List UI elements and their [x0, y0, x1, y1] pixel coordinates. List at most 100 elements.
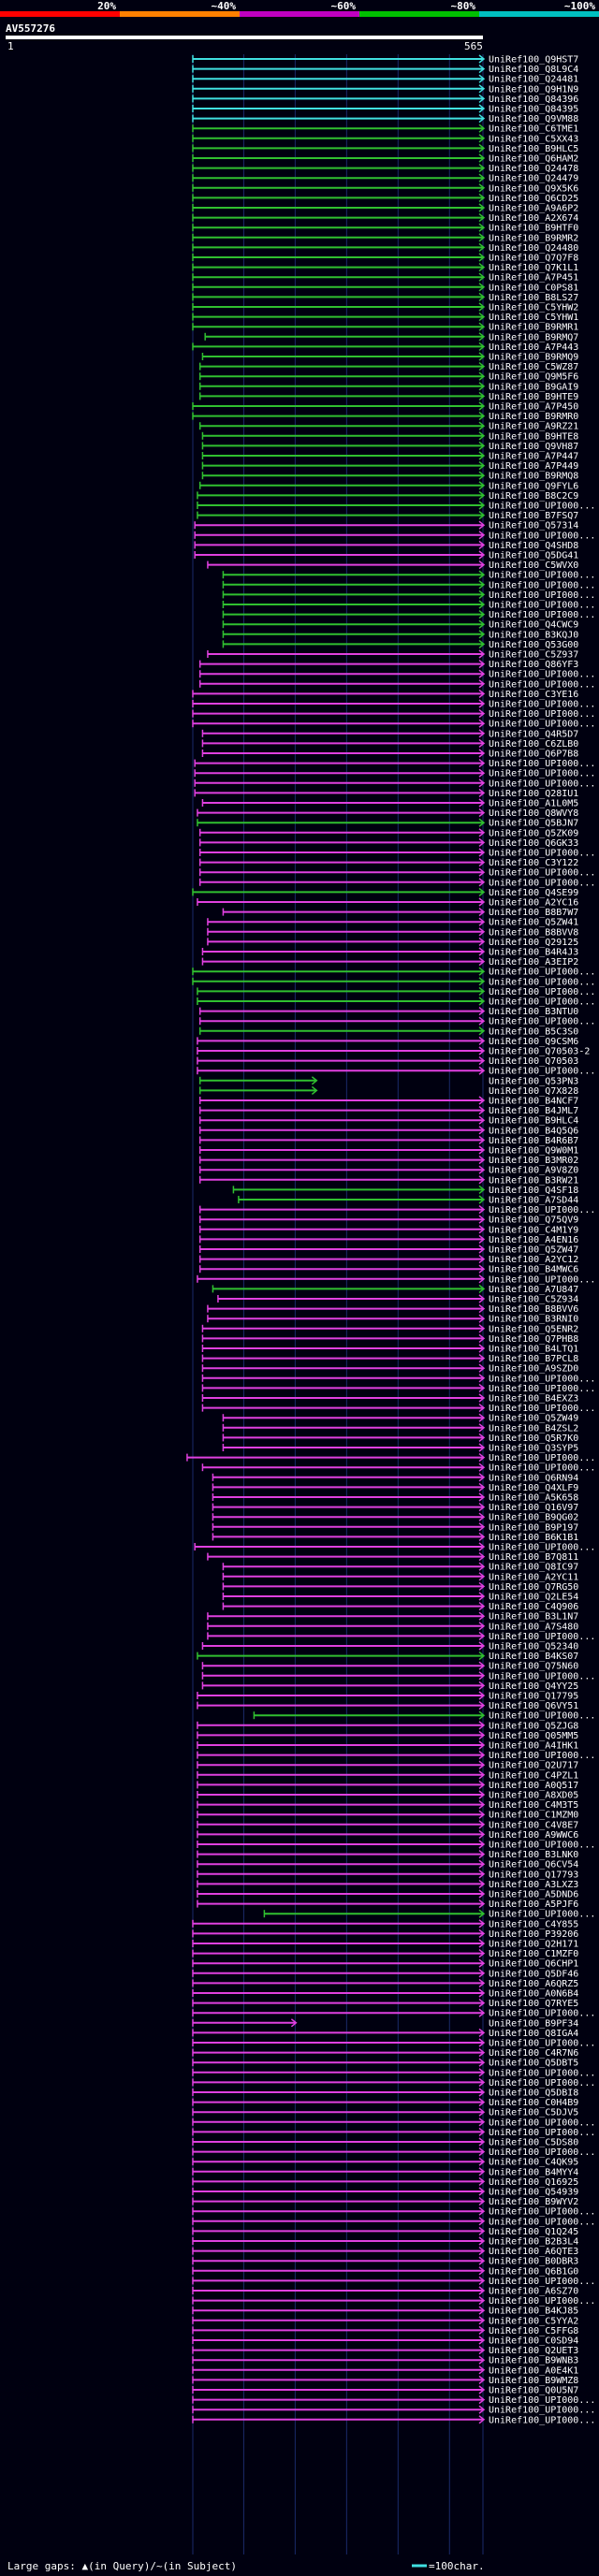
hit-label[interactable]: UniRef100_B9RMQ9: [489, 353, 578, 363]
hit-label[interactable]: UniRef100_Q5DG41: [489, 551, 578, 561]
hit-label[interactable]: UniRef100_Q2UET3: [489, 2346, 578, 2356]
hit-label[interactable]: UniRef100_A4IHK1: [489, 1741, 578, 1752]
hit-label[interactable]: UniRef100_UPI000...: [489, 1017, 595, 1027]
hit-label[interactable]: UniRef100_Q3SYP5: [489, 1444, 578, 1454]
hit-label[interactable]: UniRef100_UPI000...: [489, 502, 595, 512]
hit-label[interactable]: UniRef100_UPI000...: [489, 1374, 595, 1384]
hit-label[interactable]: UniRef100_C5YYA2: [489, 2316, 578, 2326]
hit-label[interactable]: UniRef100_Q9FYL6: [489, 481, 578, 491]
hit-label[interactable]: UniRef100_UPI000...: [489, 1205, 595, 1215]
hit-label[interactable]: UniRef100_UPI000...: [489, 679, 595, 690]
hit-label[interactable]: UniRef100_Q5ZK09: [489, 828, 578, 838]
hit-label[interactable]: UniRef100_C5DS80: [489, 2138, 578, 2148]
hit-label[interactable]: UniRef100_B8B7W7: [489, 908, 578, 918]
hit-label[interactable]: UniRef100_UPI000...: [489, 868, 595, 879]
hit-label[interactable]: UniRef100_UPI000...: [489, 2395, 595, 2406]
hit-label[interactable]: UniRef100_UPI000...: [489, 2147, 595, 2158]
hit-label[interactable]: UniRef100_Q16925: [489, 2177, 578, 2188]
hit-label[interactable]: UniRef100_B9P197: [489, 1522, 578, 1533]
hit-label[interactable]: UniRef100_UPI000...: [489, 1384, 595, 1394]
hit-label[interactable]: UniRef100_Q8WVY8: [489, 808, 578, 819]
hit-label[interactable]: UniRef100_Q5ZW47: [489, 1245, 578, 1256]
hit-label[interactable]: UniRef100_A2YC11: [489, 1572, 578, 1582]
hit-label[interactable]: UniRef100_C5FFG8: [489, 2326, 578, 2336]
hit-label[interactable]: UniRef100_Q9X5K6: [489, 183, 578, 194]
hit-label[interactable]: UniRef100_C5Z934: [489, 1295, 578, 1305]
hit-label[interactable]: UniRef100_B3MR02: [489, 1156, 578, 1166]
hit-label[interactable]: UniRef100_A7P447: [489, 452, 578, 462]
hit-label[interactable]: UniRef100_B9HTF0: [489, 224, 578, 234]
hit-label[interactable]: UniRef100_Q2U717: [489, 1761, 578, 1771]
hit-label[interactable]: UniRef100_B3KQJ0: [489, 630, 578, 640]
hit-label[interactable]: UniRef100_A6QTE3: [489, 2247, 578, 2257]
hit-label[interactable]: UniRef100_UPI000...: [489, 571, 595, 581]
hit-label[interactable]: UniRef100_Q17793: [489, 1870, 578, 1880]
hit-label[interactable]: UniRef100_B4KJ85: [489, 2307, 578, 2317]
hit-label[interactable]: UniRef100_A0Q517: [489, 1781, 578, 1791]
hit-label[interactable]: UniRef100_Q4YY25: [489, 1681, 578, 1692]
hit-label[interactable]: UniRef100_A7P450: [489, 402, 578, 413]
hit-label[interactable]: UniRef100_Q9CSM6: [489, 1037, 578, 1047]
hit-label[interactable]: UniRef100_B8BVV6: [489, 1304, 578, 1315]
hit-label[interactable]: UniRef100_UPI000...: [489, 1910, 595, 1920]
hit-label[interactable]: UniRef100_C5YHW1: [489, 313, 578, 323]
hit-label[interactable]: UniRef100_B9HTE8: [489, 431, 578, 442]
hit-label[interactable]: UniRef100_A2YC12: [489, 1255, 578, 1265]
hit-label[interactable]: UniRef100_A2X674: [489, 213, 578, 224]
hit-label[interactable]: UniRef100_B9WMZ8: [489, 2376, 578, 2386]
hit-label[interactable]: UniRef100_UPI000...: [489, 849, 595, 859]
hit-label[interactable]: UniRef100_Q9HST7: [489, 55, 578, 65]
hit-label[interactable]: UniRef100_UPI000...: [489, 997, 595, 1008]
hit-label[interactable]: UniRef100_UPI000...: [489, 2415, 595, 2425]
hit-label[interactable]: UniRef100_C1MZM0: [489, 1811, 578, 1821]
hit-label[interactable]: UniRef100_UPI000...: [489, 1404, 595, 1414]
hit-label[interactable]: UniRef100_UPI000...: [489, 2296, 595, 2307]
hit-label[interactable]: UniRef100_C5WVX0: [489, 560, 578, 571]
hit-label[interactable]: UniRef100_UPI000...: [489, 720, 595, 730]
hit-label[interactable]: UniRef100_Q84395: [489, 105, 578, 115]
hit-label[interactable]: UniRef100_Q05MM5: [489, 1731, 578, 1741]
hit-label[interactable]: UniRef100_B4LTQ1: [489, 1345, 578, 1355]
hit-label[interactable]: UniRef100_Q0U5N7: [489, 2386, 578, 2396]
hit-label[interactable]: UniRef100_Q75N60: [489, 1662, 578, 1672]
hit-label[interactable]: UniRef100_C0H4B9: [489, 2098, 578, 2108]
hit-label[interactable]: UniRef100_Q7X828: [489, 1086, 578, 1097]
hit-label[interactable]: UniRef100_B9RMR0: [489, 412, 578, 422]
hit-label[interactable]: UniRef100_A7P449: [489, 461, 578, 472]
hit-label[interactable]: UniRef100_B9HLC4: [489, 1116, 578, 1127]
hit-label[interactable]: UniRef100_Q54939: [489, 2188, 578, 2198]
hit-label[interactable]: UniRef100_Q4XLF9: [489, 1483, 578, 1493]
hit-label[interactable]: UniRef100_C5YHW2: [489, 303, 578, 313]
hit-label[interactable]: UniRef100_Q6B1G0: [489, 2266, 578, 2277]
hit-label[interactable]: UniRef100_UPI000...: [489, 977, 595, 987]
hit-label[interactable]: UniRef100_B4ZSL2: [489, 1423, 578, 1434]
hit-label[interactable]: UniRef100_UPI000...: [489, 2207, 595, 2218]
hit-label[interactable]: UniRef100_Q6HAM2: [489, 154, 578, 165]
hit-label[interactable]: UniRef100_Q4R5D7: [489, 729, 578, 739]
hit-label[interactable]: UniRef100_A6QRZ5: [489, 1979, 578, 1989]
hit-label[interactable]: UniRef100_Q1Q245: [489, 2227, 578, 2237]
hit-label[interactable]: UniRef100_Q6VY51: [489, 1701, 578, 1711]
hit-label[interactable]: UniRef100_Q86YF3: [489, 660, 578, 670]
hit-label[interactable]: UniRef100_UPI000...: [489, 1543, 595, 1553]
hit-label[interactable]: UniRef100_A9SZD0: [489, 1364, 578, 1375]
hit-label[interactable]: UniRef100_B9GAI9: [489, 382, 578, 392]
hit-label[interactable]: UniRef100_UPI000...: [489, 2406, 595, 2416]
hit-label[interactable]: UniRef100_Q24478: [489, 164, 578, 174]
hit-label[interactable]: UniRef100_UPI000...: [489, 1463, 595, 1474]
hit-label[interactable]: UniRef100_UPI000...: [489, 1751, 595, 1761]
hit-label[interactable]: UniRef100_B9HLC5: [489, 144, 578, 154]
hit-label[interactable]: UniRef100_B4KS07: [489, 1652, 578, 1662]
hit-label[interactable]: UniRef100_Q70503-2: [489, 1047, 590, 1057]
hit-label[interactable]: UniRef100_B4R6B7: [489, 1136, 578, 1146]
hit-label[interactable]: UniRef100_A7P443: [489, 342, 578, 353]
hit-label[interactable]: UniRef100_UPI000...: [489, 2009, 595, 2019]
hit-label[interactable]: UniRef100_UPI000...: [489, 987, 595, 997]
hit-label[interactable]: UniRef100_Q6CD25: [489, 194, 578, 204]
hit-label[interactable]: UniRef100_C5Z937: [489, 650, 578, 661]
hit-label[interactable]: UniRef100_C5XX43: [489, 134, 578, 144]
hit-label[interactable]: UniRef100_UPI000...: [489, 759, 595, 769]
hit-label[interactable]: UniRef100_C4Q906: [489, 1602, 578, 1612]
hit-label[interactable]: UniRef100_Q4SHD8: [489, 541, 578, 551]
hit-label[interactable]: UniRef100_Q7PHB8: [489, 1334, 578, 1345]
